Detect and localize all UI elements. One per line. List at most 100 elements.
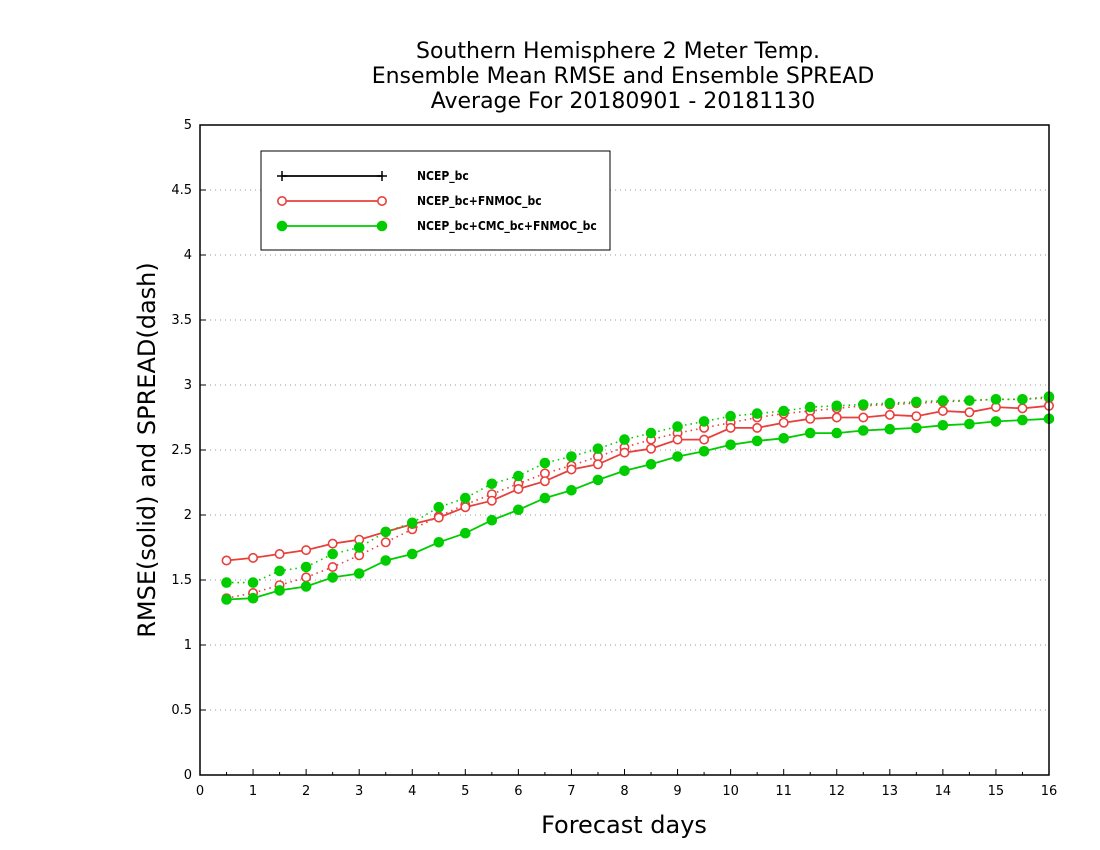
rmse-point: [884, 423, 896, 435]
y-tick-label: 5: [184, 118, 192, 133]
chart-title: Southern Hemisphere 2 Meter Temp. Ensemb…: [372, 39, 875, 114]
y-tick-label: 1: [184, 638, 192, 653]
rmse-line: [226, 417, 1050, 601]
spread-point: [725, 410, 736, 422]
series-layer: [221, 391, 1055, 605]
rmse-point: [460, 502, 471, 513]
rmse-point: [592, 474, 604, 486]
rmse-point: [433, 512, 444, 523]
spread-point: [406, 517, 418, 529]
spread-point: [513, 470, 524, 482]
rmse-point: [857, 425, 869, 436]
rmse-point: [672, 451, 683, 462]
spread-point: [221, 577, 232, 588]
x-tick-label: 15: [988, 784, 1005, 799]
legend: NCEP_bc NCEP_bc+FNMOC_bc NCEP_bc+CMC_bc+FN…: [260, 150, 611, 251]
rmse-point: [646, 443, 657, 454]
rmse-point: [327, 538, 338, 549]
spread-point: [433, 501, 445, 513]
x-tick-label: 4: [408, 784, 416, 799]
x-tick-label: 10: [722, 784, 739, 799]
legend-marker: [276, 220, 288, 232]
x-tick-label: 16: [1041, 784, 1058, 799]
rmse-point: [486, 514, 498, 526]
y-tick-label: 0: [184, 768, 192, 783]
legend-marker: [377, 171, 387, 181]
spread-point: [645, 427, 657, 439]
rmse-point: [990, 416, 1002, 427]
rmse-point: [566, 464, 577, 475]
rmse-line: [226, 404, 1050, 562]
legend-label: NCEP_bc: [417, 169, 469, 184]
x-tick-label: 1: [249, 784, 257, 799]
spread-point: [778, 405, 789, 417]
rmse-point: [221, 594, 232, 605]
rmse-point: [1017, 414, 1028, 426]
spread-point: [751, 408, 763, 419]
spread-point: [327, 548, 338, 560]
rmse-point: [725, 439, 736, 451]
x-tick-label: 12: [828, 784, 845, 799]
rmse-point: [406, 548, 418, 560]
legend-marker: [376, 220, 388, 232]
spread-point: [884, 397, 896, 409]
spread-point: [592, 443, 604, 455]
rmse-point: [725, 422, 736, 433]
rmse-point: [778, 417, 789, 428]
spread-point: [937, 395, 949, 406]
x-tick-label: 8: [620, 784, 628, 799]
x-tick-label: 6: [514, 784, 522, 799]
rmse-point: [778, 433, 789, 444]
y-tick-label: 4: [184, 248, 192, 263]
y-tick-label: 3.5: [171, 313, 192, 328]
rmse-point: [804, 427, 816, 439]
rmse-point: [274, 585, 285, 596]
x-tick-label: 14: [935, 784, 952, 799]
rmse-point: [513, 504, 524, 516]
rmse-point: [831, 412, 842, 423]
rmse-point: [699, 434, 710, 445]
x-tick-label: 3: [355, 784, 363, 799]
rmse-point: [592, 459, 603, 470]
rmse-point: [752, 422, 763, 433]
rmse-point: [301, 545, 312, 556]
spread-point: [274, 565, 285, 577]
series-1: [221, 392, 1055, 604]
rmse-point: [327, 572, 338, 583]
x-tick-label: 2: [302, 784, 310, 799]
spread-point: [964, 395, 975, 406]
rmse-point: [964, 407, 975, 418]
title-line-2: Ensemble Mean RMSE and Ensemble SPREAD: [372, 64, 875, 89]
rmse-point: [1017, 403, 1028, 414]
y-tick-label: 3: [184, 378, 192, 393]
rmse-point: [751, 435, 763, 447]
legend-label: NCEP_bc+CMC_bc+FNMOC_bc: [417, 219, 597, 234]
rmse-point: [460, 527, 471, 539]
rmse-point: [539, 476, 550, 487]
rmse-point: [619, 465, 630, 477]
spread-point: [486, 478, 498, 490]
rmse-point: [964, 418, 975, 430]
spread-point: [327, 561, 338, 572]
spread-point: [911, 396, 922, 408]
spread-point: [619, 434, 630, 445]
rmse-point: [698, 446, 710, 457]
rmse-point: [300, 581, 312, 592]
rmse-point: [911, 411, 922, 422]
legend-item: NCEP_bc: [277, 169, 469, 184]
series-2: [221, 391, 1055, 605]
rmse-point: [858, 412, 869, 423]
spread-point: [1017, 394, 1028, 405]
rmse-point: [937, 420, 949, 431]
spread-line: [226, 397, 1050, 599]
y-tick-label: 4.5: [171, 183, 192, 198]
rmse-point: [619, 447, 630, 458]
legend-item: NCEP_bc+FNMOC_bc: [276, 194, 542, 209]
legend-marker: [276, 196, 287, 207]
rmse-point: [380, 555, 392, 566]
rmse-point: [831, 427, 843, 439]
spread-point: [300, 561, 312, 573]
rmse-point: [937, 405, 948, 416]
rmse-point: [248, 552, 259, 563]
legend-item: NCEP_bc+CMC_bc+FNMOC_bc: [276, 219, 597, 234]
